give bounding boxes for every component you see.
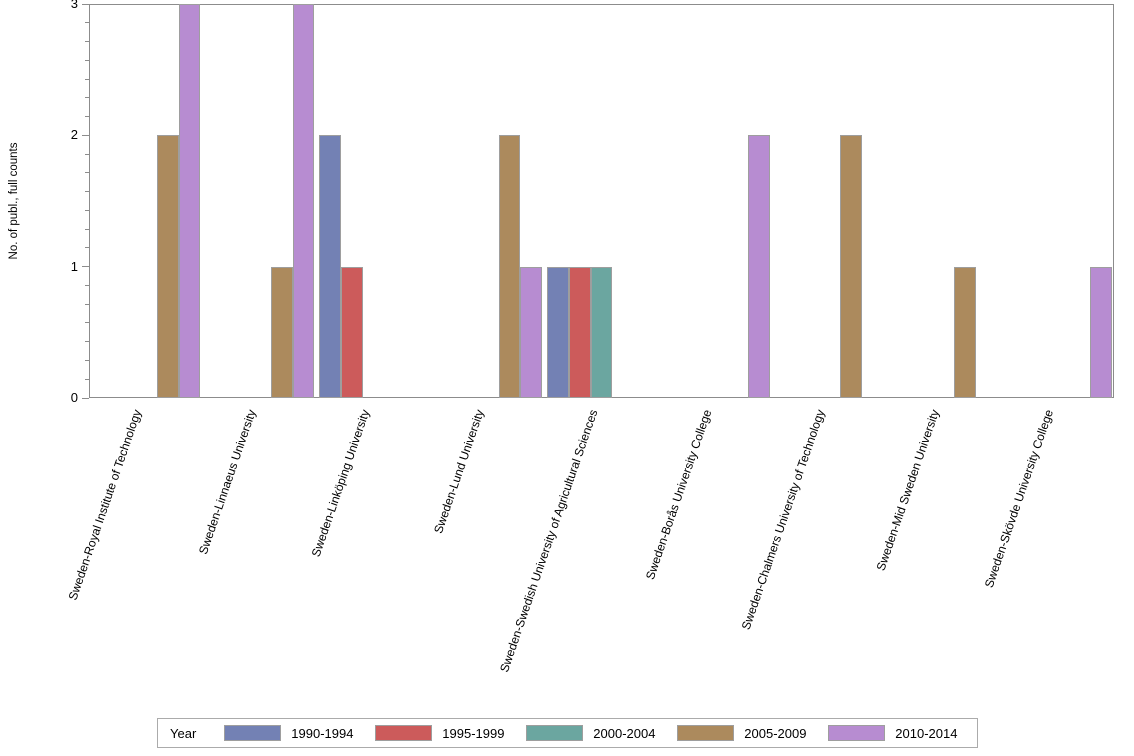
y-axis-minor-tick [85,209,89,211]
legend-label: 2010-2014 [895,725,958,741]
bar [341,266,363,398]
bar [954,266,976,398]
y-axis-minor-tick [85,359,89,361]
x-category-label: Sweden-Royal Institute of Technology [66,407,145,602]
legend: Year 1990-1994 1995-1999 2000-2004 2005-200… [157,718,978,748]
legend-label: 1990-1994 [291,725,354,741]
y-axis-minor-tick [85,41,89,43]
bar [590,266,613,398]
bar [520,266,543,398]
bar [292,4,315,398]
legend-entry: 2010-2014 [828,725,963,741]
y-axis-minor-tick [85,341,89,343]
bar [156,135,179,398]
y-axis-minor-tick [85,78,89,80]
y-axis-minor-tick [85,303,89,305]
y-axis-tick-label: 2 [70,127,78,143]
legend-entry: 1995-1999 [375,725,510,741]
y-axis-minor-tick [85,322,89,324]
legend-swatch [375,725,433,741]
y-axis-major-tick [82,266,89,268]
y-axis-minor-tick [85,116,89,118]
y-axis-tick-label: 1 [70,258,78,274]
y-axis-title: No. of publ., full counts [8,142,20,260]
x-category-label: Sweden-Linköping University [308,407,373,559]
y-axis-minor-tick [85,153,89,155]
legend-entry: 2000-2004 [526,725,661,741]
x-category-label: Sweden-Lund University [430,407,487,536]
x-category-label: Sweden-Skövde University College [981,407,1056,590]
bar [270,266,293,398]
y-axis-minor-tick [85,22,89,24]
y-axis-tick-label: 0 [70,390,78,405]
y-axis-minor-tick [85,284,89,286]
bar [748,135,770,398]
y-axis-minor-tick [85,59,89,61]
y-axis-minor-tick [85,247,89,249]
bar [840,135,862,398]
legend-title: Year [170,725,197,741]
y-axis-major-tick [82,3,89,5]
legend-swatch [677,725,735,741]
bar [547,266,569,398]
x-category-label: Sweden-Borås University College [642,407,714,582]
legend-entry: 2005-2009 [677,725,812,741]
y-axis-minor-tick [85,97,89,99]
y-axis-tick-label: 3 [70,0,78,11]
x-category-label: Sweden-Swedish University of Agricultura… [496,407,601,674]
bar [498,135,521,398]
legend-swatch [526,725,584,741]
x-category-label: Sweden-Mid Sweden University [873,407,942,573]
bar [1089,266,1112,398]
x-category-label: Sweden-Linnaeus University [195,407,259,557]
legend-swatch [828,725,886,741]
legend-swatch [224,725,282,741]
legend-label: 1995-1999 [442,725,505,741]
bar [568,266,591,398]
y-axis-minor-tick [85,378,89,380]
legend-label: 2005-2009 [744,725,807,741]
y-axis-minor-tick [85,172,89,174]
y-axis-minor-tick [85,191,89,193]
y-axis-major-tick [82,397,89,399]
legend-label: 2000-2004 [593,725,656,741]
y-axis-major-tick [82,134,89,136]
bar [178,4,201,398]
legend-entry: 1990-1994 [224,725,359,741]
x-category-label: Sweden-Chalmers University of Technology [739,407,828,632]
y-axis-minor-tick [85,228,89,230]
bar [319,135,342,398]
